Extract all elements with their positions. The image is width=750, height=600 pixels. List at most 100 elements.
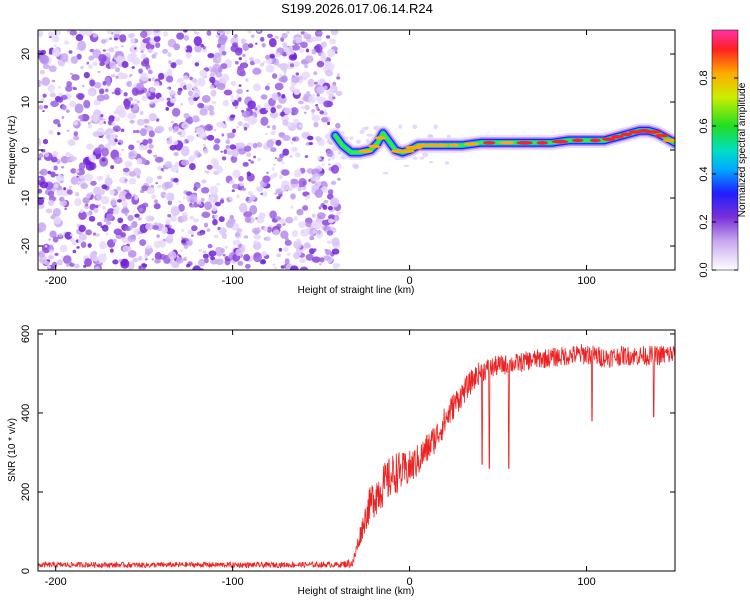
noise-speck bbox=[174, 59, 183, 66]
noise-speck bbox=[157, 175, 163, 180]
noise-speck bbox=[229, 180, 235, 185]
noise-speck bbox=[57, 131, 60, 136]
noise-speck bbox=[323, 199, 329, 204]
noise-speck bbox=[121, 236, 127, 243]
noise-speck bbox=[305, 221, 312, 228]
noise-speck bbox=[218, 216, 225, 223]
noise-speck bbox=[168, 89, 176, 95]
noise-speck bbox=[104, 76, 111, 84]
noise-speck bbox=[240, 38, 247, 45]
noise-speck bbox=[69, 262, 75, 267]
noise-speck bbox=[242, 161, 249, 167]
noise-speck bbox=[98, 53, 107, 63]
noise-speck bbox=[173, 177, 179, 183]
noise-speck bbox=[232, 239, 241, 246]
noise-speckle-layer bbox=[38, 30, 452, 270]
snr-frame bbox=[37, 329, 676, 572]
noise-speck bbox=[238, 175, 244, 182]
noise-speck bbox=[222, 99, 230, 107]
noise-speck bbox=[49, 92, 56, 98]
noise-speck bbox=[70, 156, 77, 162]
noise-speck bbox=[101, 184, 108, 190]
noise-speck bbox=[66, 189, 73, 195]
noise-speck bbox=[152, 225, 159, 230]
noise-speck bbox=[178, 203, 185, 212]
noise-speck bbox=[148, 144, 154, 149]
noise-speck bbox=[256, 142, 263, 148]
spectrogram-x-tick-label: -200 bbox=[45, 275, 67, 287]
noise-speck bbox=[227, 132, 236, 139]
noise-speck bbox=[165, 219, 171, 226]
noise-speck bbox=[86, 61, 90, 65]
noise-speck bbox=[51, 35, 60, 43]
noise-speck bbox=[61, 255, 64, 259]
noise-speck bbox=[49, 36, 52, 39]
noise-speck bbox=[168, 251, 177, 260]
noise-speck bbox=[188, 90, 194, 97]
noise-speck bbox=[293, 216, 298, 221]
noise-speck bbox=[207, 243, 213, 249]
noise-speck bbox=[260, 116, 269, 126]
noise-speck bbox=[271, 124, 277, 131]
noise-speck bbox=[419, 156, 425, 160]
noise-speck bbox=[38, 104, 44, 110]
noise-speck bbox=[185, 51, 192, 59]
noise-speck bbox=[181, 239, 186, 244]
noise-speck bbox=[288, 85, 296, 91]
noise-speck bbox=[98, 88, 105, 95]
noise-speck bbox=[266, 139, 274, 148]
noise-speck bbox=[147, 48, 153, 53]
noise-speck bbox=[298, 124, 303, 128]
noise-speck bbox=[39, 181, 49, 189]
noise-speck bbox=[108, 47, 115, 53]
noise-speck bbox=[136, 157, 143, 165]
noise-speck bbox=[349, 136, 354, 140]
noise-speck bbox=[136, 118, 145, 126]
noise-speck bbox=[289, 63, 295, 68]
noise-speck bbox=[99, 156, 109, 167]
noise-speck bbox=[114, 67, 121, 73]
noise-speck bbox=[73, 135, 80, 141]
noise-speck bbox=[125, 213, 128, 217]
noise-speck bbox=[122, 245, 132, 252]
noise-speck bbox=[238, 57, 242, 61]
noise-speck bbox=[145, 91, 151, 97]
noise-speck bbox=[365, 126, 369, 130]
noise-speck bbox=[233, 34, 238, 39]
noise-speck bbox=[71, 74, 80, 81]
noise-speck bbox=[325, 35, 331, 39]
snr-y-ticks: 0 200 400 600 bbox=[20, 325, 675, 574]
noise-speck bbox=[266, 226, 273, 233]
noise-speck bbox=[193, 36, 203, 47]
noise-speck bbox=[167, 214, 172, 218]
noise-speck bbox=[326, 100, 334, 108]
noise-speck bbox=[92, 232, 96, 236]
noise-speck bbox=[76, 246, 80, 249]
noise-speck bbox=[89, 90, 95, 96]
noise-speck bbox=[328, 214, 336, 221]
noise-speck bbox=[138, 68, 143, 74]
noise-speck bbox=[352, 163, 359, 168]
noise-speck bbox=[304, 111, 307, 114]
noise-speck bbox=[336, 73, 340, 77]
noise-speck bbox=[315, 226, 319, 229]
noise-speck bbox=[220, 247, 225, 254]
noise-speck bbox=[265, 108, 269, 111]
noise-speck bbox=[183, 47, 188, 50]
noise-speck bbox=[209, 185, 219, 196]
noise-speck bbox=[270, 147, 277, 153]
noise-speck bbox=[259, 259, 267, 265]
noise-speck bbox=[42, 110, 45, 113]
snr-x-axis-title: Height of straight line (km) bbox=[298, 586, 415, 597]
noise-speck bbox=[120, 258, 130, 269]
signal-trace-peak bbox=[551, 139, 569, 144]
noise-speck bbox=[250, 34, 255, 38]
noise-speck bbox=[253, 58, 261, 64]
noise-speck bbox=[92, 61, 98, 66]
noise-speck bbox=[261, 191, 268, 197]
noise-speck bbox=[250, 160, 254, 164]
noise-speck bbox=[113, 156, 123, 164]
noise-speck bbox=[77, 115, 84, 120]
signal-trace-peak bbox=[602, 137, 616, 141]
